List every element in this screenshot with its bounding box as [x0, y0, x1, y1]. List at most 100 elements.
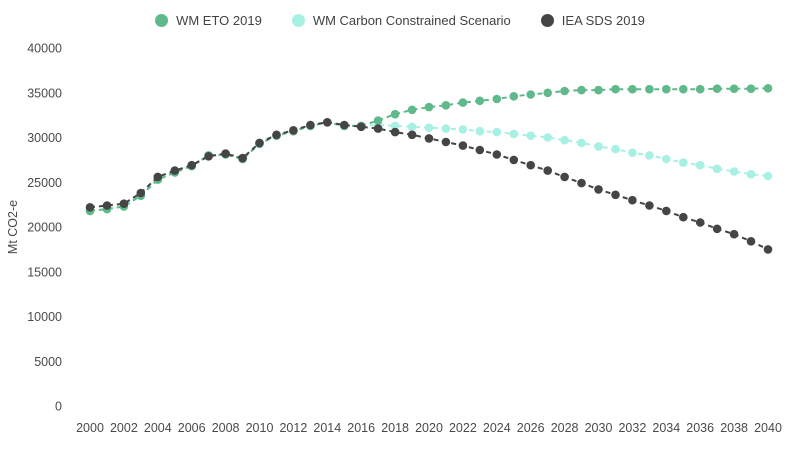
- series-marker: [492, 150, 502, 159]
- series-marker: [204, 152, 213, 161]
- series-marker: [662, 154, 671, 164]
- series-marker: [390, 121, 400, 131]
- series-marker: [153, 172, 163, 182]
- x-tick-label: 2034: [652, 421, 680, 435]
- series-marker: [407, 105, 417, 115]
- series-marker: [306, 120, 315, 130]
- series-marker: [679, 212, 688, 222]
- series-marker: [424, 134, 434, 143]
- series-marker: [221, 149, 230, 158]
- legend-marker-icon: [291, 13, 305, 27]
- series-marker: [594, 142, 603, 151]
- legend-item[interactable]: WM Carbon Constrained Scenario: [291, 13, 511, 28]
- legend-marker-icon: [540, 13, 554, 27]
- series-marker: [594, 85, 603, 95]
- x-tick-label: 2028: [551, 421, 579, 435]
- y-tick-label: 30000: [27, 131, 62, 145]
- y-tick-label: 10000: [27, 310, 62, 324]
- x-tick-label: 2010: [246, 421, 274, 435]
- series-marker: [628, 195, 637, 205]
- x-tick-label: 2040: [754, 421, 782, 435]
- series-marker: [543, 133, 552, 142]
- series-marker: [560, 86, 569, 96]
- series-marker: [729, 84, 739, 93]
- series-marker: [509, 155, 519, 165]
- series-marker: [390, 127, 400, 137]
- series-marker: [526, 131, 535, 140]
- x-tick-label: 2002: [110, 421, 138, 435]
- series-marker: [695, 218, 705, 227]
- series-marker: [662, 84, 671, 94]
- series-marker: [475, 145, 485, 155]
- legend-item-label: IEA SDS 2019: [561, 12, 645, 28]
- chart-plot-area: Mt CO2-e 0 5000 10000 15000 20000 25000 30000 3…: [6, 42, 782, 436]
- series-marker: [475, 96, 485, 106]
- series-marker: [746, 169, 756, 179]
- series-marker: [458, 125, 468, 134]
- series-marker: [170, 166, 180, 175]
- x-tick-label: 2008: [212, 421, 240, 435]
- y-tick-label: 15000: [27, 265, 62, 279]
- series-marker: [679, 84, 688, 94]
- y-tick-label: 40000: [27, 42, 62, 56]
- y-axis-title: Mt CO2-e: [6, 200, 20, 254]
- y-tick-label: 20000: [27, 221, 62, 235]
- series-marker: [712, 84, 722, 93]
- x-tick-label: 2004: [144, 421, 172, 435]
- series-marker: [441, 124, 451, 133]
- series-marker: [712, 224, 722, 234]
- series-marker: [187, 160, 196, 170]
- series-marker: [323, 118, 332, 127]
- x-tick-label: 2022: [449, 421, 477, 435]
- series-marker: [628, 148, 637, 157]
- series-marker: [611, 190, 620, 200]
- series-marker: [577, 178, 586, 188]
- x-tick-label: 2016: [347, 421, 375, 435]
- series-marker: [356, 122, 366, 132]
- series-marker: [119, 199, 129, 208]
- series-marker: [458, 98, 468, 107]
- x-tick-label: 2026: [517, 421, 545, 435]
- series-marker: [577, 138, 586, 148]
- series-marker: [407, 130, 417, 140]
- series-marker: [424, 102, 434, 112]
- series-marker: [136, 188, 146, 198]
- series-marker: [492, 94, 502, 104]
- y-tick-label: 35000: [27, 86, 62, 100]
- series-marker: [611, 144, 620, 154]
- y-tick-label: 25000: [27, 176, 62, 190]
- series-marker: [543, 166, 552, 175]
- series-marker: [712, 164, 722, 174]
- series-marker: [746, 237, 756, 246]
- series-marker: [272, 130, 281, 140]
- series-marker: [763, 171, 773, 181]
- series-marker: [645, 84, 654, 94]
- series-marker: [746, 84, 756, 93]
- series-marker: [509, 129, 519, 139]
- legend-item[interactable]: WM ETO 2019: [155, 13, 262, 28]
- series-marker: [662, 206, 671, 216]
- series-marker: [475, 126, 485, 136]
- series-marker: [458, 141, 468, 150]
- series-marker: [441, 101, 451, 110]
- legend-item-label: WM ETO 2019: [176, 12, 262, 28]
- series-marker: [373, 116, 383, 125]
- series-marker: [390, 109, 400, 119]
- legend-marker-icon: [155, 13, 169, 27]
- x-tick-label: 2030: [585, 421, 613, 435]
- series-marker: [526, 160, 535, 170]
- series-marker: [763, 245, 773, 254]
- series-marker: [526, 90, 535, 99]
- x-tick-label: 2012: [279, 421, 307, 435]
- series-marker: [543, 88, 552, 98]
- legend-item[interactable]: IEA SDS 2019: [540, 12, 645, 28]
- x-tick-label: 2006: [178, 421, 206, 435]
- series-marker: [695, 84, 705, 94]
- series-marker: [373, 124, 383, 133]
- x-tick-label: 2036: [686, 421, 714, 435]
- series-marker: [763, 84, 773, 93]
- series-marker: [492, 127, 502, 137]
- x-tick-label: 2018: [381, 421, 409, 435]
- series-marker: [594, 185, 603, 194]
